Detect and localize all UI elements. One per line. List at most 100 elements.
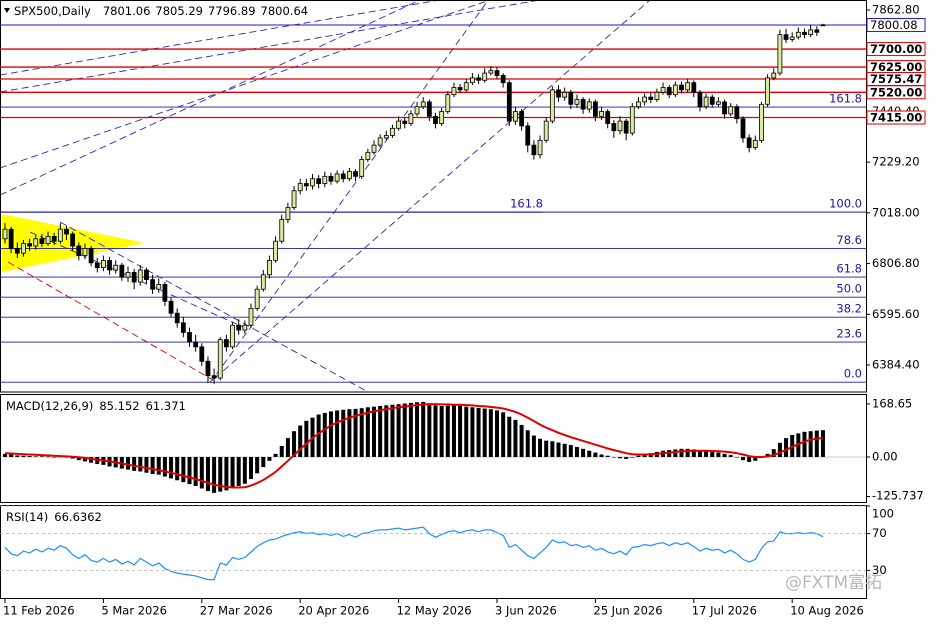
- candle-body: [414, 106, 420, 115]
- macd-bar: [519, 424, 524, 457]
- candle-body: [476, 77, 481, 81]
- main-pane-border: [0, 0, 867, 393]
- macd-bar: [138, 456, 143, 472]
- candle-body: [722, 101, 727, 115]
- candle-body: [2, 228, 8, 240]
- candle-body: [377, 137, 383, 146]
- macd-bar: [716, 452, 721, 457]
- trendlines: [0, 0, 651, 393]
- trendline: [0, 0, 441, 76]
- macd-bar: [507, 416, 512, 457]
- macd-bar: [458, 405, 463, 457]
- macd-bar: [587, 450, 592, 457]
- candle-body: [57, 228, 63, 242]
- y-tick-label: 168.65: [872, 396, 912, 410]
- macd-bar: [525, 430, 530, 457]
- rsi-title: RSI(14): [6, 510, 48, 524]
- macd-pane-border: [0, 394, 867, 503]
- candle-body: [463, 82, 469, 91]
- candle-body: [500, 75, 506, 84]
- candle-body: [599, 111, 604, 117]
- fib-label: 61.8: [836, 262, 862, 276]
- candle-body: [568, 91, 574, 105]
- candle-body: [310, 178, 315, 187]
- candle-body: [39, 238, 45, 244]
- macd-bar: [630, 456, 635, 458]
- current-price-box: [866, 18, 926, 33]
- macd-bar: [581, 448, 586, 457]
- candle-body: [279, 219, 285, 242]
- macd-bar: [15, 455, 20, 457]
- macd-bar: [3, 453, 7, 457]
- candle-body: [562, 91, 568, 98]
- candle-body: [70, 233, 76, 247]
- macd-bar: [328, 411, 333, 457]
- x-tick-label: 3 Jun 2026: [495, 604, 557, 618]
- candle-body: [506, 82, 512, 122]
- macd-bar: [175, 456, 180, 481]
- x-tick-label: 25 Jun 2026: [593, 604, 662, 618]
- candle-body: [131, 272, 137, 283]
- macd-bar: [384, 405, 389, 457]
- candle-body: [248, 308, 254, 326]
- candle-body: [205, 360, 211, 377]
- level-label: 7700.00: [870, 42, 922, 56]
- candle-body: [617, 120, 623, 132]
- candle-body: [808, 29, 814, 36]
- candle-body: [543, 120, 549, 141]
- candle-body: [814, 29, 820, 33]
- candle-body: [285, 207, 291, 220]
- candle-body: [802, 31, 807, 36]
- x-tick-label: 20 Apr 2026: [298, 604, 369, 618]
- macd-bar: [150, 456, 155, 474]
- candle-body: [426, 101, 432, 117]
- current-price-label: 7800.08: [870, 18, 918, 32]
- y-tick-label: -125.737: [872, 489, 924, 503]
- macd-bar: [568, 445, 573, 457]
- fib-label: 38.2: [836, 302, 862, 316]
- y-tick-label: 6595.60: [872, 307, 920, 321]
- fib-label: 78.6: [836, 233, 862, 247]
- macd-bar: [728, 455, 733, 457]
- candle-body: [328, 175, 334, 182]
- macd-bar: [236, 456, 241, 486]
- macd-bar: [33, 456, 38, 457]
- macd-bar: [470, 407, 475, 457]
- y-tick-label: 70: [872, 526, 887, 540]
- macd-bar: [396, 404, 401, 457]
- header-low: 7796.89: [208, 4, 256, 18]
- macd-bar: [531, 435, 536, 457]
- macd-bar: [433, 405, 438, 457]
- menu-arrow: [4, 8, 10, 13]
- candle-body: [94, 262, 100, 269]
- macd-bar: [193, 456, 198, 486]
- macd-bar: [550, 441, 555, 457]
- pane-borders: [0, 0, 867, 599]
- macd-bar: [464, 406, 469, 457]
- macd-bar: [347, 409, 352, 457]
- macd-bar: [636, 455, 641, 457]
- macd-bar: [46, 456, 51, 458]
- fib-label: 100.0: [829, 197, 862, 211]
- macd-bar: [814, 430, 819, 457]
- candle-body: [346, 171, 352, 180]
- candle-body: [611, 123, 617, 132]
- macd-title: MACD(12,26,9): [6, 399, 93, 413]
- candle-body: [469, 77, 475, 84]
- header-open: 7801.06: [103, 4, 151, 18]
- macd-bar: [230, 456, 235, 488]
- macd-bar: [335, 410, 340, 457]
- candle-body: [51, 235, 57, 242]
- macd-bar: [267, 456, 272, 461]
- macd-bar: [747, 456, 752, 463]
- macd-bar: [212, 456, 217, 493]
- candle-body: [685, 82, 691, 91]
- candle-body: [371, 144, 377, 153]
- macd-value: 85.152: [99, 399, 139, 413]
- macd-bar: [611, 456, 616, 458]
- candle-body: [703, 96, 709, 108]
- macd-bar: [605, 455, 610, 457]
- candle-body: [537, 139, 543, 156]
- macd-bar: [445, 405, 450, 457]
- macd-bar: [224, 456, 229, 491]
